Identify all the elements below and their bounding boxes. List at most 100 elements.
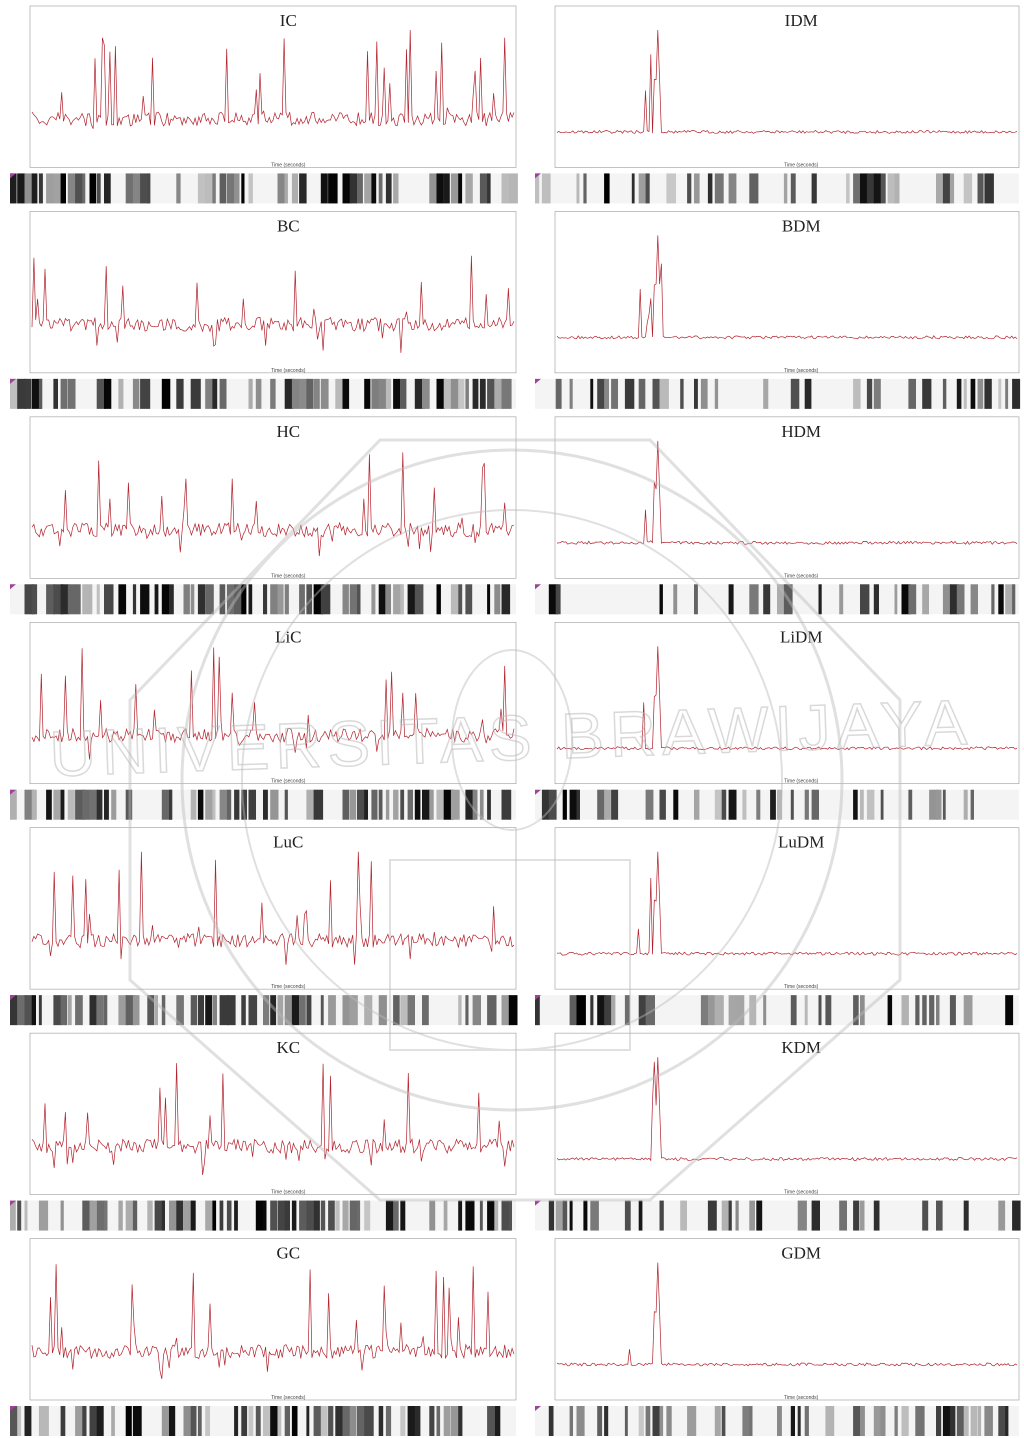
barcode-band [393,1201,399,1231]
barcode-band [881,173,886,203]
barcode-band [364,790,368,820]
barcode-band [458,995,461,1025]
barcode-band [936,995,940,1025]
barcode-band [97,790,103,820]
barcode-band [957,584,965,614]
barcode-band [437,790,445,820]
barcode-band [227,1201,232,1231]
barcode-band [494,1406,500,1436]
barcode-band [39,1201,48,1231]
barcode-band [860,1201,865,1231]
barcode-band [17,1406,21,1436]
barcode-band [220,173,227,203]
barcode-band [922,379,931,409]
barcode-band [494,584,500,614]
panel-title: HC [276,422,300,441]
barcode-band [82,584,92,614]
trace [32,452,514,556]
barcode-band [639,173,647,203]
barcode-band [708,995,715,1025]
barcode-band [805,995,808,1025]
barcode-band [881,790,884,820]
panel-title: IDM [785,11,818,30]
barcode-band [429,790,433,820]
barcode-band [509,173,518,203]
panel-title: GDM [781,1244,821,1263]
barcode-band [249,995,258,1025]
barcode-band [542,173,551,203]
barcode-band [556,379,562,409]
barcode-band [487,995,496,1025]
barcode-band [357,1201,360,1231]
barcode-band [118,584,126,614]
barcode-band [90,995,97,1025]
barcode-band [805,1406,809,1436]
barcode-band [321,995,324,1025]
barcode-band [386,1406,391,1436]
barcode-band [984,379,991,409]
barcode-band [314,1201,320,1231]
barcode-band [451,1406,459,1436]
panel: LuDMTime (seconds) [535,828,1019,1025]
barcode-band [278,1406,282,1436]
barcode-band [379,790,383,820]
barcode-band [577,173,580,203]
barcode-band [874,584,879,614]
barcode-band [205,173,213,203]
barcode-band [763,995,766,1025]
barcode-band [68,173,76,203]
barcode-band [563,1201,568,1231]
plot-frame [30,1239,516,1400]
barcode-band [198,790,204,820]
barcode-band [133,379,140,409]
barcode-band [611,790,618,820]
barcode-band [660,1406,664,1436]
barcode-band [82,173,85,203]
plot-frame [30,6,516,167]
barcode-band [798,1201,807,1231]
barcode-band [68,995,72,1025]
barcode-band [10,1406,18,1436]
barcode-band [140,584,149,614]
barcode-band [68,790,75,820]
barcode-band [874,379,881,409]
barcode-band [860,1406,865,1436]
barcode-band [393,379,400,409]
barcode-band [270,584,278,614]
barcode-band [10,173,17,203]
barcode-band [82,1406,86,1436]
barcode-band [104,995,107,1025]
barcode-band [198,584,205,614]
barcode-band [249,790,257,820]
barcode-band [957,379,962,409]
barcode-band [306,1201,313,1231]
barcode-band [256,379,262,409]
barcode-band [278,995,284,1025]
plot-frame [555,211,1019,372]
barcode-band [371,584,375,614]
barcode-band [494,379,502,409]
barcode-band [646,173,650,203]
barcode-band [90,790,98,820]
barcode-band [715,379,718,409]
barcode-band [583,173,586,203]
barcode-band [212,379,217,409]
barcode-band [639,1201,643,1231]
barcode-band [722,790,727,820]
barcode-band [212,173,215,203]
barcode-band [625,379,634,409]
barcode-band [292,173,298,203]
barcode-band [604,173,610,203]
barcode-band [408,584,416,614]
barcode-band [371,173,376,203]
barcode-band [343,379,350,409]
barcode-band [715,173,724,203]
panel-title: LiDM [780,627,823,646]
barcode-band [487,173,491,203]
barcode-band [364,379,370,409]
barcode-band [570,379,573,409]
barcode-band [263,1201,267,1231]
barcode-band [943,584,951,614]
barcode-band [749,1406,752,1436]
x-axis-label: Time (seconds) [784,573,819,579]
